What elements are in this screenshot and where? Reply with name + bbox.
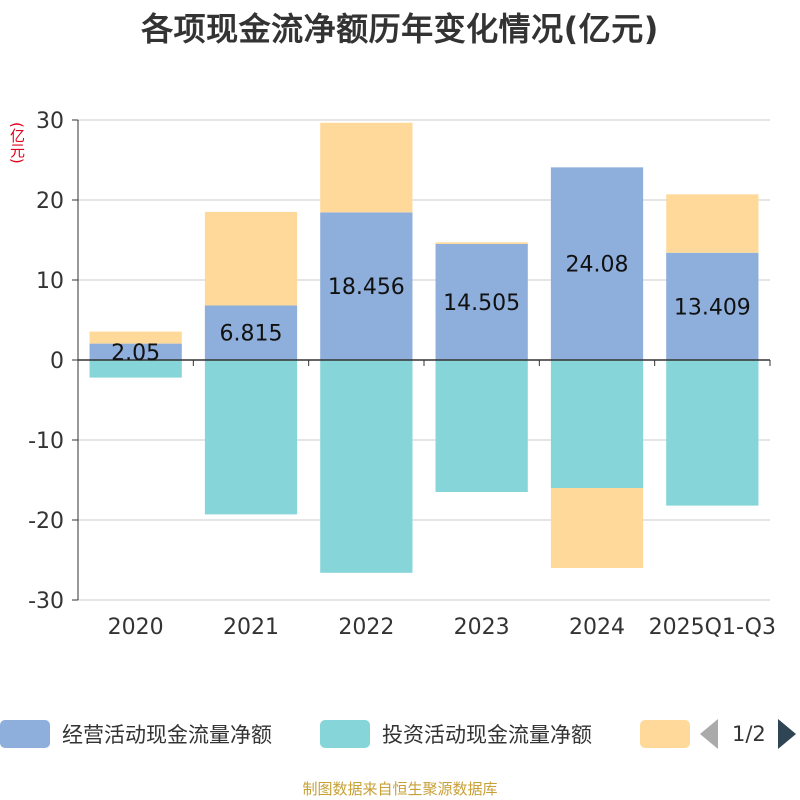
legend-item-investing[interactable]: 投资活动现金流量净额 <box>320 716 592 752</box>
x-tick-label: 2022 <box>338 615 394 640</box>
y-tick-label: -30 <box>28 589 64 614</box>
legend: 经营活动现金流量净额 投资活动现金流量净额 1/2 <box>0 716 800 752</box>
y-tick-label: -10 <box>28 429 64 454</box>
x-tick-label: 2020 <box>108 615 164 640</box>
bar-operating[interactable] <box>320 212 413 360</box>
legend-label-operating: 经营活动现金流量净额 <box>62 723 272 747</box>
bar-investing[interactable] <box>89 360 182 378</box>
y-tick-label: 0 <box>50 349 64 374</box>
y-tick-label: 30 <box>36 109 64 134</box>
bar-financing[interactable] <box>550 488 644 568</box>
x-tick-label: 2021 <box>223 615 279 640</box>
data-label: 13.409 <box>674 295 751 320</box>
bar-financing[interactable] <box>89 331 182 344</box>
bar-investing[interactable] <box>435 360 528 492</box>
cashflow-bar-chart: 30 20 10 0 -10 -20 -30 2020 2021 2022 2023 2024 2025… <box>28 109 776 640</box>
legend-page-indicator: 1/2 <box>732 722 766 746</box>
bar-financing[interactable] <box>666 194 759 253</box>
legend-swatch-operating <box>0 720 50 748</box>
y-tick-label: 10 <box>36 269 64 294</box>
bar-operating[interactable] <box>89 343 182 360</box>
bar-investing[interactable] <box>204 360 298 515</box>
bar-financing[interactable] <box>204 211 298 306</box>
data-source-footer: 制图数据来自恒生聚源数据库 <box>302 780 498 798</box>
y-tick-label: 20 <box>36 189 64 214</box>
data-label: 14.505 <box>443 291 520 316</box>
bar-operating[interactable] <box>435 243 528 360</box>
bar-investing[interactable] <box>320 360 413 573</box>
legend-swatch-investing <box>320 720 370 748</box>
bar-investing[interactable] <box>666 360 759 506</box>
y-axis-unit-label: (亿元) <box>8 122 26 164</box>
legend-next-page-icon[interactable] <box>777 719 796 749</box>
data-label: 24.08 <box>566 253 629 278</box>
x-tick-label: 2024 <box>569 615 625 640</box>
legend-item-operating[interactable]: 经营活动现金流量净额 <box>0 716 272 752</box>
legend-item-financing[interactable] <box>640 716 702 752</box>
bar-operating[interactable] <box>204 305 298 360</box>
data-label: 18.456 <box>328 275 405 300</box>
legend-label-investing: 投资活动现金流量净额 <box>382 723 592 747</box>
bar-financing[interactable] <box>320 122 413 213</box>
legend-prev-page-icon[interactable] <box>700 719 718 749</box>
data-label: 2.05 <box>111 341 160 366</box>
bar-investing[interactable] <box>550 360 644 488</box>
data-label: 6.815 <box>220 322 283 347</box>
bar-operating[interactable] <box>550 167 644 360</box>
bar-operating[interactable] <box>666 252 759 360</box>
bar-financing[interactable] <box>435 242 528 244</box>
x-tick-label: 2023 <box>454 615 510 640</box>
legend-pager: 1/2 <box>700 716 796 752</box>
y-tick-label: -20 <box>28 509 64 534</box>
x-tick-label: 2025Q1-Q3 <box>649 615 776 640</box>
legend-swatch-financing <box>640 720 690 748</box>
chart-title: 各项现金流净额历年变化情况(亿元) <box>141 10 659 48</box>
